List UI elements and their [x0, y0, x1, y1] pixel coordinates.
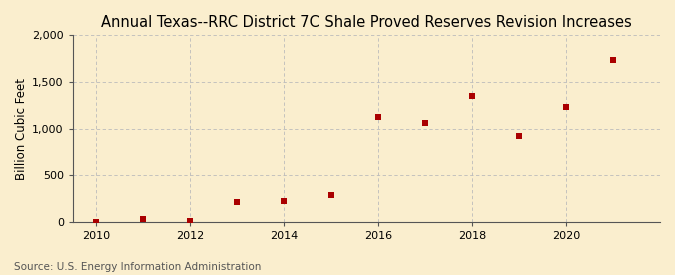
Y-axis label: Billion Cubic Feet: Billion Cubic Feet — [15, 78, 28, 180]
Point — [373, 115, 383, 120]
Point — [326, 192, 337, 197]
Point — [561, 105, 572, 109]
Text: Source: U.S. Energy Information Administration: Source: U.S. Energy Information Administ… — [14, 262, 261, 272]
Point — [232, 200, 242, 204]
Point — [91, 219, 102, 224]
Point — [466, 94, 477, 98]
Point — [514, 134, 524, 138]
Point — [185, 219, 196, 223]
Point — [608, 58, 618, 63]
Point — [420, 121, 431, 125]
Title: Annual Texas--RRC District 7C Shale Proved Reserves Revision Increases: Annual Texas--RRC District 7C Shale Prov… — [101, 15, 632, 30]
Point — [279, 199, 290, 204]
Point — [138, 217, 148, 221]
